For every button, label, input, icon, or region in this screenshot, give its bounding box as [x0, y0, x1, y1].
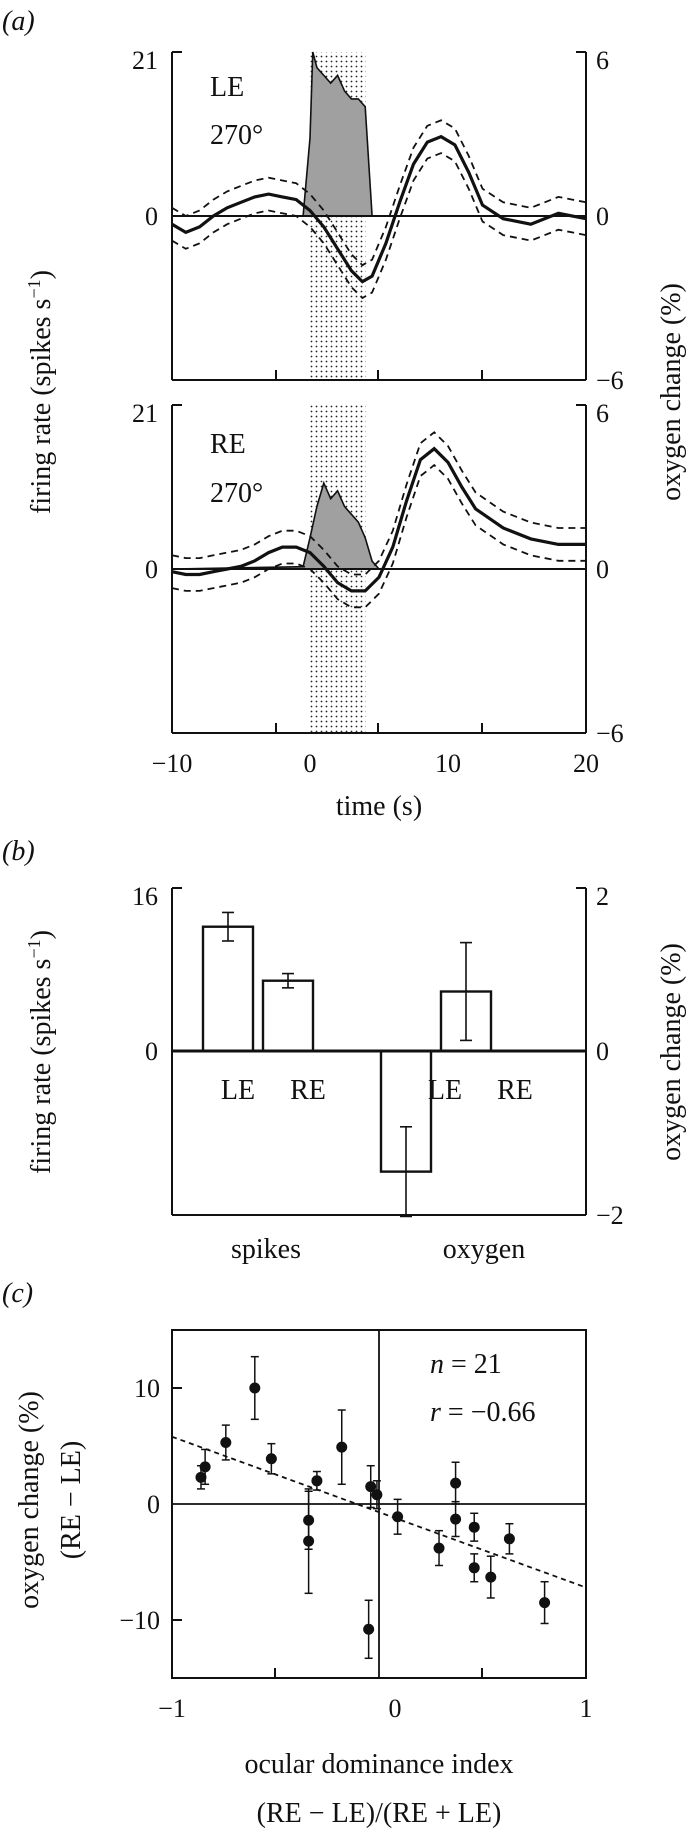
tick-right-0: 0 — [596, 1037, 609, 1066]
y-tick-10: 10 — [134, 1374, 160, 1403]
data-point-16 — [468, 1521, 480, 1533]
x-axis-title-c: ocular dominance index — [244, 1749, 513, 1780]
oxygen-sem-lower-re — [171, 463, 586, 609]
tick-right-min: −6 — [596, 366, 624, 395]
bar-label-oxygen-le: LE — [428, 1075, 462, 1106]
y-tick-0: 0 — [147, 1490, 160, 1519]
subplot-re: 21 0 6 0 −6 RE 270° — [132, 399, 624, 748]
x-tick-neg10: −10 — [152, 749, 193, 778]
tick-right-max: 6 — [596, 399, 609, 428]
data-point-20 — [539, 1597, 551, 1609]
oxygen-sem-lower-le — [171, 152, 587, 300]
tick-right-max: 6 — [596, 46, 609, 75]
data-point-14 — [450, 1477, 462, 1489]
bar-1 — [261, 979, 315, 1053]
y-axis-title-oxygen-b: oxygen change (%) — [656, 943, 687, 1161]
tick-left-16: 16 — [132, 882, 158, 911]
x-tick-0: 0 — [304, 749, 317, 778]
data-point-4 — [265, 1453, 277, 1465]
panel-c: (c) 10 0 −10 −1 0 1 n = 21 r = −0.66 ocu… — [2, 1278, 593, 1829]
y-axis-title-oxygen-a: oxygen change (%) — [656, 283, 687, 501]
y-axis-subtitle-c: (RE − LE) — [56, 1441, 87, 1559]
tick-left-zero: 0 — [145, 202, 158, 231]
tick-left-zero: 0 — [145, 555, 158, 584]
scatter-points — [195, 1355, 551, 1660]
panel-a: (a) 21 0 6 0 −6 LE 270° — [2, 6, 687, 822]
tick-right-min: −6 — [596, 719, 624, 748]
data-point-1 — [199, 1461, 211, 1473]
data-point-11 — [371, 1489, 383, 1501]
tick-right-zero: 0 — [596, 202, 609, 231]
data-point-15 — [450, 1513, 462, 1525]
tick-right-neg2: −2 — [596, 1201, 624, 1230]
y-axis-title-firing-rate-a: firing rate (spikes s−1) — [24, 270, 57, 514]
spike-rate-trace-le — [172, 51, 586, 217]
bar-label-spikes-re: RE — [290, 1075, 326, 1106]
data-point-2 — [220, 1437, 232, 1449]
x-tick-neg1: −1 — [158, 1694, 186, 1723]
data-point-19 — [503, 1533, 515, 1545]
stat-n: n = 21 — [430, 1349, 502, 1380]
data-point-10 — [365, 1481, 377, 1493]
x-axis-subtitle-c: (RE − LE)/(RE + LE) — [257, 1798, 502, 1829]
data-point-18 — [485, 1571, 497, 1583]
oxygen-sem-upper-re — [171, 431, 586, 576]
stat-r: r = −0.66 — [430, 1397, 536, 1428]
y-axis-title-c: oxygen change (%) — [14, 1391, 45, 1609]
angle-label-le: 270° — [210, 120, 263, 151]
regression-line — [171, 1435, 587, 1589]
y-tick-neg10: −10 — [119, 1606, 160, 1635]
bar-label-oxygen-re: RE — [497, 1075, 533, 1106]
oxygen-mean-trace-le — [171, 134, 587, 284]
tick-left-0: 0 — [145, 1037, 158, 1066]
x-axis-title-time: time (s) — [336, 791, 422, 822]
condition-label-le: LE — [210, 72, 244, 103]
data-point-0 — [195, 1471, 207, 1483]
bar-0 — [201, 925, 255, 1053]
group-label-spikes: spikes — [231, 1234, 301, 1265]
bar-group — [201, 911, 493, 1218]
x-tick-1: 1 — [580, 1694, 593, 1723]
tick-left-max: 21 — [132, 399, 158, 428]
panel-b: (b) 16 0 2 0 −2 LE RE LE RE spikes oxyge… — [2, 836, 687, 1265]
tick-right-zero: 0 — [596, 555, 609, 584]
panel-b-label: (b) — [2, 836, 35, 867]
subplot-le: 21 0 6 0 −6 LE 270° — [132, 46, 624, 395]
x-tick-10: 10 — [435, 749, 461, 778]
spike-rate-trace-re — [171, 480, 586, 570]
tick-left-max: 21 — [132, 46, 158, 75]
panel-a-label: (a) — [2, 6, 35, 37]
y-axis-title-firing-rate-b: firing rate (spikes s−1) — [24, 930, 57, 1174]
data-point-7 — [311, 1475, 323, 1487]
data-point-12 — [392, 1511, 404, 1523]
data-point-6 — [303, 1535, 315, 1547]
x-tick-20: 20 — [573, 749, 599, 778]
data-point-17 — [468, 1562, 480, 1574]
condition-label-re: RE — [210, 429, 246, 460]
bar-label-spikes-le: LE — [221, 1075, 255, 1106]
data-point-13 — [433, 1542, 445, 1554]
data-point-3 — [249, 1382, 261, 1394]
angle-label-re: 270° — [210, 478, 263, 509]
data-point-8 — [336, 1441, 348, 1453]
data-point-9 — [363, 1623, 375, 1635]
oxygen-sem-upper-le — [171, 119, 587, 267]
panel-c-label: (c) — [2, 1278, 33, 1309]
group-label-oxygen: oxygen — [443, 1234, 525, 1265]
tick-right-2: 2 — [596, 882, 609, 911]
x-tick-0: 0 — [389, 1694, 402, 1723]
